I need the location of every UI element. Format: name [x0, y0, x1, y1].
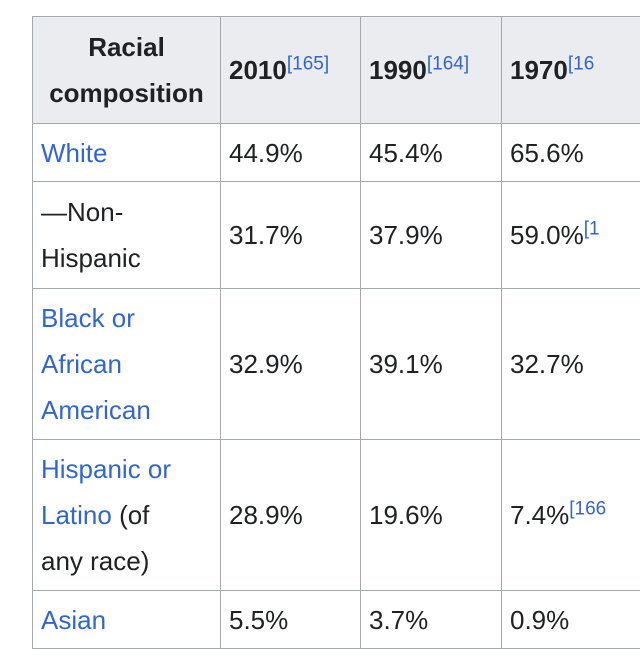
row-label: White	[32, 123, 221, 182]
cell-2010: 5.5%	[220, 590, 361, 649]
cell-2010: 28.9%	[220, 439, 361, 591]
table-row: Asian 5.5% 3.7% 0.9%	[32, 590, 640, 649]
row-label-suffix: (of	[111, 500, 150, 530]
header-year-1990: 1990[164]	[360, 16, 502, 124]
cell-value: 59.0%	[510, 220, 584, 250]
table-header-row: Racial composition 2010[165] 1990[164] 1…	[32, 16, 640, 124]
citation-link[interactable]: [164]	[426, 52, 470, 74]
racial-composition-table: Racial composition 2010[165] 1990[164] 1…	[32, 16, 640, 649]
cell-1970: 59.0%[1	[501, 181, 640, 289]
row-label-line3: any race)	[41, 546, 150, 576]
row-label: —Non- Hispanic	[32, 181, 221, 289]
row-label-line2: Hispanic	[41, 243, 141, 273]
link-line1: Black or	[41, 303, 135, 333]
cell-2010: 44.9%	[220, 123, 361, 182]
table-row: —Non- Hispanic 31.7% 37.9% 59.0%[1	[32, 181, 640, 289]
cell-value: 32.7%	[510, 349, 584, 379]
asian-link[interactable]: Asian	[41, 604, 107, 635]
table-row: Hispanic or Latino (of any race) 28.9% 19…	[32, 439, 640, 591]
cell-1990: 39.1%	[360, 288, 502, 440]
header-year-2010: 2010[165]	[220, 16, 361, 124]
row-label: Hispanic or Latino (of any race)	[32, 439, 221, 591]
citation-link[interactable]: [166	[569, 498, 607, 520]
cell-1970: 7.4%[166	[501, 439, 640, 591]
link-line3: American	[41, 395, 151, 425]
table-row: Black or African American 32.9% 39.1% 32.7…	[32, 288, 640, 440]
table-row: White 44.9% 45.4% 65.6%	[32, 123, 640, 182]
cell-2010: 31.7%	[220, 181, 361, 289]
cell-1970: 65.6%	[501, 123, 640, 182]
cell-1990: 3.7%	[360, 590, 502, 649]
cell-value: 7.4%	[510, 500, 570, 530]
hispanic-or-latino-link[interactable]: Hispanic or Latino	[41, 454, 171, 530]
cell-1990: 37.9%	[360, 181, 502, 289]
cell-1970: 0.9%	[501, 590, 640, 649]
link-line1: Hispanic or	[41, 454, 172, 484]
citation-link[interactable]: [165]	[286, 52, 330, 74]
link-line2: African	[41, 349, 122, 379]
cell-1990: 45.4%	[360, 123, 502, 182]
cell-value: 65.6%	[510, 137, 584, 168]
table-scroll-container[interactable]: Racial composition 2010[165] 1990[164] 1…	[32, 16, 640, 649]
citation-link[interactable]: [16	[567, 52, 595, 74]
white-link[interactable]: White	[41, 137, 108, 168]
header-label-line1: Racial	[88, 32, 165, 62]
row-label-line1: —Non-	[41, 197, 124, 227]
link-line2: Latino	[41, 500, 112, 530]
header-year: 1970	[510, 54, 568, 85]
row-label: Asian	[32, 590, 221, 649]
row-label: Black or African American	[32, 288, 221, 440]
header-label-line2: composition	[49, 78, 204, 108]
header-year-1970: 1970[16	[501, 16, 640, 124]
cell-value: 0.9%	[510, 604, 570, 635]
cell-2010: 32.9%	[220, 288, 361, 440]
citation-link[interactable]: [1	[583, 218, 600, 240]
black-african-american-link[interactable]: Black or African American	[41, 303, 151, 425]
header-year: 1990	[369, 54, 427, 85]
cell-1990: 19.6%	[360, 439, 502, 591]
header-year: 2010	[229, 54, 287, 85]
header-racial-composition: Racial composition	[32, 16, 221, 124]
cell-1970: 32.7%	[501, 288, 640, 440]
